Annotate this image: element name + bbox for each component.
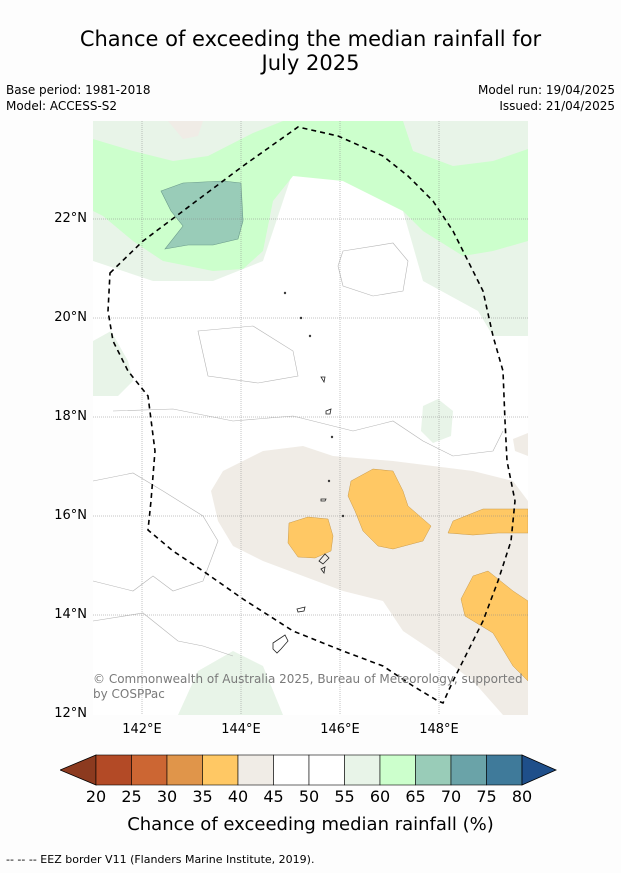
colorbar-tick-label: 35 (192, 787, 213, 806)
colorbar-tick-label: 60 (369, 787, 391, 806)
region-35-40-c (447, 508, 528, 536)
eez-border (107, 126, 516, 705)
lat-label-12: 12°N (54, 706, 87, 721)
colorbar-tick-label: 20 (85, 787, 107, 806)
colorbar-tick-label: 55 (334, 787, 355, 806)
lon-label-142: 142°E (122, 722, 162, 737)
lon-label-148: 148°E (419, 722, 459, 737)
region-65-70 (160, 180, 244, 250)
colorbar-label: Chance of exceeding median rainfall (%) (127, 814, 494, 835)
colorbar-tick-label: 70 (440, 787, 462, 806)
region-sw-green (178, 651, 283, 715)
colorbar-cell (415, 754, 452, 786)
colorbar-cell (237, 754, 274, 786)
model-run: Model run: 19/04/2025 (477, 83, 615, 97)
title-line-2: July 2025 (261, 51, 360, 75)
colorbar-cell (344, 754, 381, 786)
chart-title: Chance of exceeding the median rainfall … (0, 27, 621, 75)
region-small-green (421, 399, 453, 443)
region-right-beige (513, 433, 528, 456)
lat-label-14: 14°N (54, 607, 87, 622)
colorbar-cell (486, 754, 523, 786)
eez-legend: -- -- -- EEZ border V11 (Flanders Marine… (6, 853, 315, 866)
meta-left: Base period: 1981-2018 Model: ACCESS-S2 (6, 82, 151, 114)
contour-1 (197, 325, 299, 384)
region-35-40-b (287, 516, 334, 559)
colorbar-tick-label: 50 (298, 787, 320, 806)
contour-3 (112, 408, 504, 457)
rainfall-map (93, 121, 528, 715)
colorbar-tick-label: 65 (405, 787, 426, 806)
region-35-40-d (460, 570, 528, 682)
lon-label-144: 144°E (221, 722, 261, 737)
base-period: Base period: 1981-2018 (6, 83, 151, 97)
colorbar-tick-label: 25 (121, 787, 142, 806)
lat-label-22: 22°N (54, 211, 87, 226)
colorbar-extend-low (60, 754, 97, 786)
region-35-40-a (347, 468, 432, 550)
meta-right: Model run: 19/04/2025 Issued: 21/04/2025 (478, 82, 615, 114)
colorbar-tick-label: 30 (156, 787, 178, 806)
colorbar-cell (131, 754, 168, 786)
colorbar-tick-label: 80 (511, 787, 533, 806)
contour-5 (93, 612, 234, 657)
region-40-45 (211, 446, 528, 715)
lat-label-16: 16°N (54, 508, 87, 523)
graticule (93, 121, 528, 715)
model-name: Model: ACCESS-S2 (6, 99, 118, 113)
colorbar-cell (450, 754, 487, 786)
region-left-green (93, 331, 133, 396)
colorbar-cell (95, 754, 132, 786)
colorbar-cell (308, 754, 345, 786)
colorbar-extend-high (521, 754, 557, 786)
copyright-notice: © Commonwealth of Australia 2025, Bureau… (93, 672, 523, 701)
lat-label-18: 18°N (54, 409, 87, 424)
colorbar-tick-label: 45 (263, 787, 284, 806)
contour-4 (93, 472, 219, 592)
title-line-1: Chance of exceeding the median rainfall … (79, 27, 542, 51)
region-top-small (168, 121, 203, 139)
colorbar-cell (379, 754, 416, 786)
colorbar-tick-label: 75 (476, 787, 497, 806)
map-svg (93, 121, 528, 715)
colorbar-cell (273, 754, 310, 786)
colorbar-cell (166, 754, 203, 786)
colorbar-cell (202, 754, 239, 786)
issued-date: Issued: 21/04/2025 (499, 99, 615, 113)
lat-label-20: 20°N (54, 310, 87, 325)
islands (272, 291, 345, 654)
lon-label-146: 146°E (320, 722, 360, 737)
colorbar-tick-label: 40 (227, 787, 249, 806)
colorbar (60, 754, 557, 786)
contour-2 (337, 242, 409, 297)
